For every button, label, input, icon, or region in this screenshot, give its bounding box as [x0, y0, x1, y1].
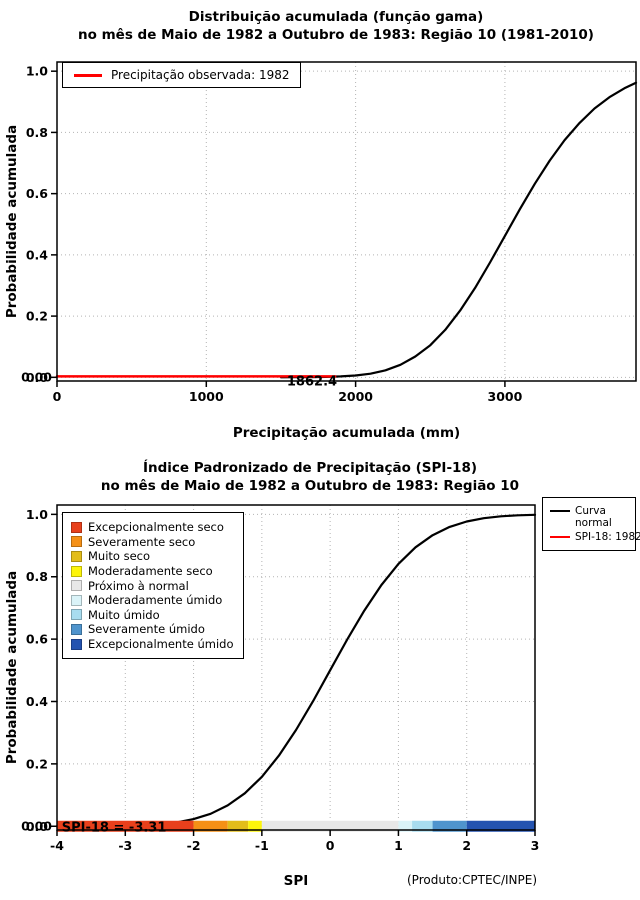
svg-text:0.2: 0.2 — [26, 756, 48, 771]
svg-text:1000: 1000 — [189, 389, 224, 404]
legend-item: Moderadamente úmido — [71, 593, 233, 608]
category-swatch — [71, 521, 82, 533]
svg-text:0.6: 0.6 — [26, 186, 48, 201]
spi-plot-canvas: -4 -3 -2 -1 0 1 2 3 0.0 0.2 0.4 0.6 0.8 1.0 SPI Probabi… — [4, 504, 540, 889]
series-label: SPI-18: 1982 — [575, 531, 640, 543]
legend-item: Excepcionalmente seco — [71, 520, 233, 535]
legend-item: Muito úmido — [71, 608, 233, 623]
svg-text:0.8: 0.8 — [26, 569, 48, 584]
svg-text:0.00: 0.00 — [21, 369, 52, 384]
svg-text:Probabilidade acumulada: Probabilidade acumulada — [4, 125, 20, 318]
svg-text:0.0: 0.0 — [26, 370, 48, 385]
category-swatch — [71, 536, 82, 548]
series-label: Curva normal — [575, 505, 612, 529]
category-swatch — [71, 609, 82, 621]
svg-text:0: 0 — [326, 838, 335, 853]
category-label: Excepcionalmente seco — [88, 520, 224, 535]
svg-text:Precipitação acumulada (mm): Precipitação acumulada (mm) — [233, 425, 460, 441]
category-swatch — [71, 550, 82, 562]
red-line-sample — [550, 536, 570, 538]
svg-text:Probabilidade acumulada: Probabilidade acumulada — [4, 571, 20, 764]
category-label: Muito seco — [88, 549, 151, 564]
svg-text:-4: -4 — [50, 838, 64, 853]
svg-text:SPI-18 = -3.31: SPI-18 = -3.31 — [62, 820, 167, 835]
category-swatch — [71, 565, 82, 577]
category-label: Excepcionalmente úmido — [88, 637, 234, 652]
legend-observed-precip: Precipitação observada: 1982 — [62, 62, 302, 88]
svg-text:-2: -2 — [187, 838, 201, 853]
category-swatch — [71, 623, 82, 635]
svg-text:2: 2 — [462, 838, 471, 853]
svg-text:1.0: 1.0 — [26, 507, 48, 522]
svg-text:0.8: 0.8 — [26, 125, 48, 140]
svg-text:0.00: 0.00 — [21, 818, 52, 833]
svg-text:0.4: 0.4 — [26, 247, 48, 262]
category-label: Próximo à normal — [88, 578, 189, 593]
svg-text:3: 3 — [531, 838, 540, 853]
red-line-sample — [74, 73, 102, 77]
svg-text:0: 0 — [53, 389, 62, 404]
legend-item: Excepcionalmente úmido — [71, 637, 233, 652]
legend-spi-categories: Excepcionalmente seco Severamente seco M… — [62, 512, 245, 660]
category-label: Severamente úmido — [88, 622, 205, 637]
legend-curves: Curva normal SPI-18: 1982 — [542, 497, 640, 551]
svg-text:1862.4: 1862.4 — [287, 374, 337, 389]
chart-title: Distribuição acumulada (função gama) — [188, 9, 484, 25]
category-label: Severamente seco — [88, 534, 196, 549]
svg-text:SPI: SPI — [284, 873, 309, 889]
legend-item: Próximo à normal — [71, 578, 233, 593]
category-swatch — [71, 580, 82, 592]
svg-text:1.0: 1.0 — [26, 64, 48, 79]
svg-text:0.0: 0.0 — [26, 819, 48, 834]
category-label: Muito úmido — [88, 607, 160, 622]
svg-text:-3: -3 — [118, 838, 132, 853]
chart-subtitle: no mês de Maio de 1982 a Outubro de 1983… — [100, 478, 520, 494]
black-line-sample — [550, 510, 570, 512]
category-swatch — [71, 638, 82, 650]
legend-item: Curva normal — [550, 505, 628, 529]
legend-label: Precipitação observada: 1982 — [111, 68, 290, 82]
legend-item: Severamente úmido — [71, 622, 233, 637]
svg-text:0.4: 0.4 — [26, 694, 48, 709]
category-label: Moderadamente úmido — [88, 593, 223, 608]
svg-text:(Produto:CPTEC/INPE): (Produto:CPTEC/INPE) — [407, 873, 537, 887]
chart-title: Índice Padronizado de Precipitação (SPI-… — [142, 460, 478, 476]
gamma-cdf-chart: Distribuição acumulada (função gama) no … — [4, 9, 638, 441]
category-swatch — [71, 594, 82, 606]
spi-cdf-chart: Índice Padronizado de Precipitação (SPI-… — [0, 455, 640, 900]
category-label: Moderadamente seco — [88, 564, 213, 579]
legend-item: Severamente seco — [71, 535, 233, 550]
svg-text:1: 1 — [394, 838, 403, 853]
legend-item: SPI-18: 1982 — [550, 531, 640, 543]
svg-text:2000: 2000 — [338, 389, 373, 404]
chart-subtitle: no mês de Maio de 1982 a Outubro de 1983… — [78, 27, 594, 43]
svg-text:0.2: 0.2 — [26, 309, 48, 324]
legend-item: Moderadamente seco — [71, 564, 233, 579]
svg-text:3000: 3000 — [488, 389, 523, 404]
svg-text:-1: -1 — [255, 838, 269, 853]
legend-item: Muito seco — [71, 549, 233, 564]
svg-text:0.6: 0.6 — [26, 632, 48, 647]
